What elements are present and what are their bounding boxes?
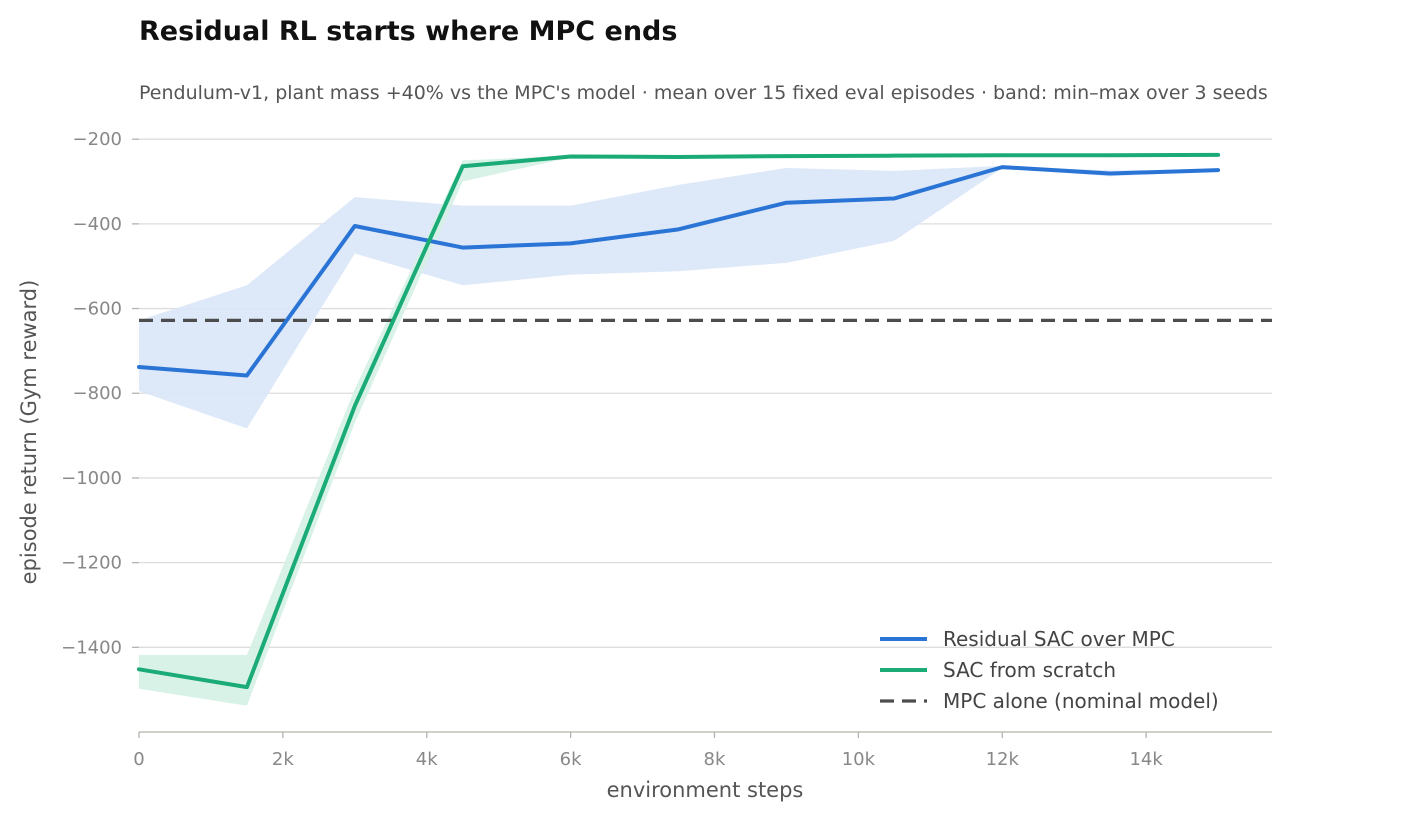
series-lines — [137, 152, 1221, 690]
y-tick-label-4: −600 — [73, 299, 122, 320]
legend-label-residual-sac-over-mpc: Residual SAC over MPC — [943, 627, 1175, 651]
y-axis-label: episode return (Gym reward) — [17, 280, 41, 585]
chart-title: Residual RL starts where MPC ends — [139, 16, 677, 47]
y-tick-label-1: −1200 — [61, 553, 122, 574]
y-ticks: −1400 −1200 −1000 −800 −600 −400 −200 — [61, 129, 139, 658]
y-tick-label-0: −1400 — [61, 637, 122, 658]
legend-label-sac-from-scratch: SAC from scratch — [943, 658, 1116, 682]
y-tick-label-2: −1000 — [61, 468, 122, 489]
x-tick-label-7: 14k — [1129, 749, 1163, 770]
y-tick-label-6: −200 — [73, 129, 122, 150]
x-tick-label-3: 6k — [560, 749, 582, 770]
y-tick-label-5: −400 — [73, 214, 122, 235]
band-residual-sac-over-mpc — [139, 165, 1219, 429]
bands — [139, 153, 1219, 706]
line-residual-sac-over-mpc — [137, 165, 1221, 378]
legend-label-mpc-alone-nominal-model: MPC alone (nominal model) — [943, 689, 1219, 713]
x-tick-label-1: 2k — [272, 749, 294, 770]
band-sac-from-scratch — [139, 153, 1219, 706]
x-tick-label-4: 8k — [704, 749, 726, 770]
chart-subtitle: Pendulum-v1, plant mass +40% vs the MPC'… — [139, 82, 1268, 104]
x-tick-label-0: 0 — [133, 749, 144, 770]
line-sac-from-scratch — [137, 152, 1221, 690]
x-tick-label-5: 10k — [842, 749, 876, 770]
x-ticks: 0 2k 4k 6k 8k 10k 12k 14k — [133, 732, 1163, 770]
x-tick-label-2: 4k — [416, 749, 438, 770]
y-tick-label-3: −800 — [73, 383, 122, 404]
legend: Residual SAC over MPC SAC from scratch MPC… — [880, 627, 1219, 713]
x-tick-label-6: 12k — [986, 749, 1020, 770]
x-axis-label: environment steps — [607, 778, 804, 802]
